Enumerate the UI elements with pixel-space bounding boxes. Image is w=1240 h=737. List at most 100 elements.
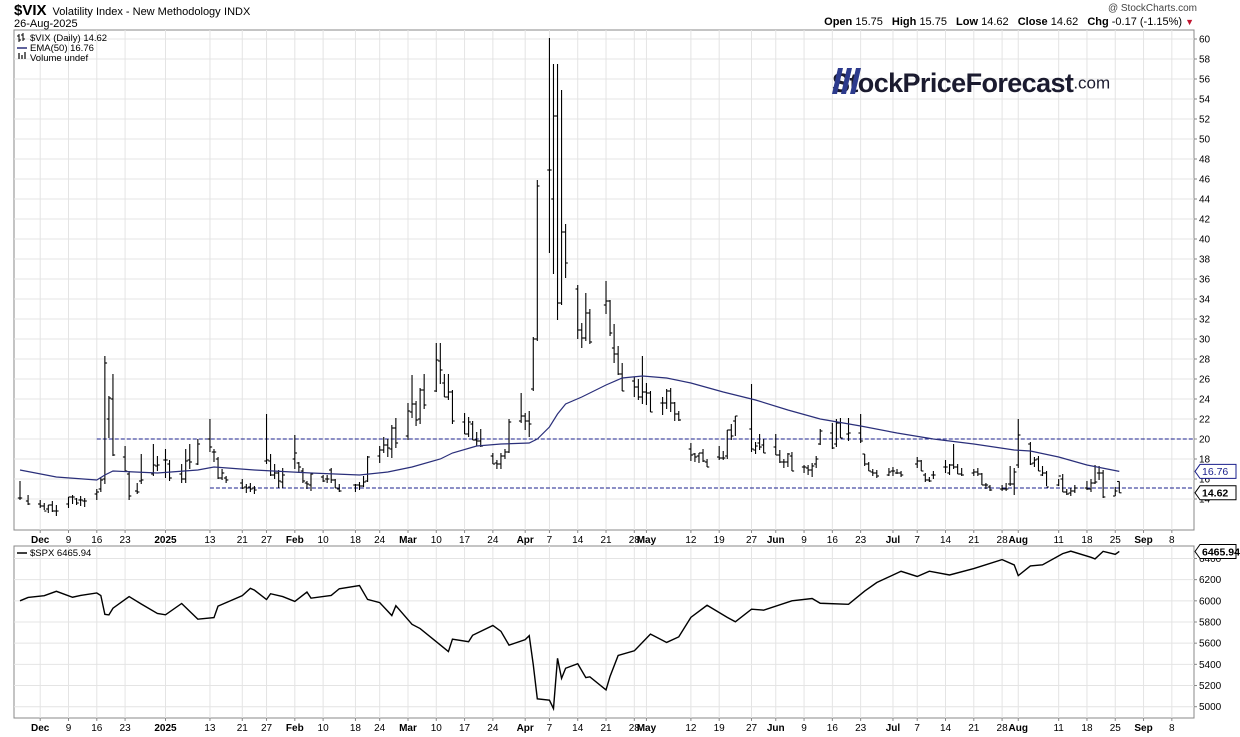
x-tick-label: Apr — [517, 535, 534, 546]
spx-line — [19, 550, 1120, 712]
ohlc-bar — [632, 377, 637, 397]
ohlc-bar — [421, 374, 427, 409]
x-tick-label: 14 — [572, 723, 584, 734]
ohlc-bar — [757, 434, 762, 450]
ohlc-bar — [207, 419, 213, 452]
x-tick-label: 16 — [91, 723, 103, 734]
ohlc-bar — [987, 485, 993, 491]
x-tick-label: 8 — [1169, 723, 1175, 734]
ohlc-bar — [607, 300, 613, 336]
x-tick-label: 11 — [1053, 723, 1064, 734]
ohlc-bar — [761, 439, 766, 454]
ohlc-bar — [636, 379, 641, 400]
y-tick-label: 32 — [1199, 315, 1211, 326]
ohlc-bar — [753, 442, 758, 454]
x-tick-label: 28 — [997, 723, 1009, 734]
x-tick-label: 7 — [547, 535, 553, 546]
x-tick-label: May — [637, 535, 657, 546]
ohlc-bar — [846, 418, 851, 441]
logo-domain: .com — [1073, 73, 1111, 93]
ohlc-bar — [357, 482, 362, 490]
x-tick-label: 8 — [1169, 535, 1175, 546]
ohlc-bar — [438, 343, 443, 384]
ohlc-bar — [894, 469, 900, 474]
down-triangle-icon: ▼ — [1185, 17, 1194, 27]
ohlc-bar — [320, 475, 326, 482]
y-tick-label: 60 — [1199, 35, 1211, 46]
change-value: -0.17 (-1.15%) — [1111, 16, 1183, 28]
x-tick-label: 24 — [487, 723, 499, 734]
ohlc-bar — [959, 468, 964, 476]
ohlc-bar — [1113, 487, 1118, 497]
ohlc-bar — [17, 481, 23, 500]
ohlc-bar — [25, 495, 31, 505]
ohlc-bar — [300, 468, 306, 483]
ohlc-bar — [470, 421, 475, 441]
ohlc-bar — [46, 504, 51, 513]
x-tick-label: 12 — [685, 723, 697, 734]
ohlc-bar — [268, 454, 273, 476]
ohlc-bar — [167, 460, 172, 481]
ohlc-bar — [276, 470, 281, 488]
ema-value-marker: 16.76 — [1194, 463, 1237, 479]
ohlc-bar — [931, 471, 936, 479]
ohlc-bar — [211, 449, 217, 462]
ohlc-bar — [785, 453, 791, 467]
y-tick-label: 5400 — [1199, 660, 1222, 671]
ohlc-bar — [462, 413, 467, 435]
ohlc-bar — [304, 481, 310, 489]
x-tick-label: 7 — [547, 723, 553, 734]
open-label: Open — [824, 16, 853, 28]
ohlc-bar — [700, 449, 706, 462]
ohlc-bar — [98, 478, 104, 492]
ohlc-bar — [377, 446, 382, 463]
x-tick-label: 10 — [318, 535, 330, 546]
ohlc-bar — [563, 224, 568, 278]
y-tick-label: 24 — [1199, 395, 1211, 406]
x-tick-label: 24 — [374, 723, 386, 734]
ohlc-bar — [1084, 481, 1090, 490]
ohlc-bar — [688, 443, 694, 461]
legend-volume: Volume undef — [30, 53, 88, 64]
x-tick-label: Apr — [517, 723, 534, 734]
y-tick-label: 6000 — [1199, 596, 1222, 607]
spx-legend: $SPX 6465.94 — [17, 548, 91, 559]
y-tick-label: 5000 — [1199, 702, 1222, 713]
x-tick-label: Dec — [31, 723, 50, 734]
ohlc-bar — [729, 424, 734, 440]
ohlc-bar — [179, 464, 184, 483]
ohlc-bar — [886, 468, 892, 476]
ohlc-bar — [955, 464, 960, 475]
ohlc-bar — [1007, 466, 1013, 486]
x-tick-label: Feb — [286, 535, 304, 546]
x-tick-label: 10 — [318, 723, 330, 734]
spx-value-marker: 6465.94 — [1194, 543, 1240, 559]
ohlc-bar — [106, 396, 112, 438]
ohlc-bar — [535, 180, 540, 341]
ohlc-bar — [983, 483, 989, 489]
ohlc-bars — [17, 38, 1122, 516]
x-tick-label: 25 — [1110, 723, 1122, 734]
x-tick-label: 18 — [1081, 723, 1093, 734]
ohlc-bar — [749, 384, 754, 452]
ohlc-bar — [619, 363, 625, 392]
ohlc-bar — [1060, 474, 1065, 493]
ohlc-bar — [773, 434, 778, 456]
ohlc-bar — [248, 483, 253, 492]
ohlc-bar — [1044, 471, 1049, 488]
x-tick-label: Jun — [767, 723, 785, 734]
ohlc-bar — [292, 435, 298, 469]
x-tick-label: Mar — [399, 723, 417, 734]
ohlc-bar — [927, 477, 932, 482]
change-label: Chg — [1087, 16, 1109, 28]
ohlc-bar — [219, 469, 225, 480]
ohlc-bar — [547, 38, 552, 253]
x-tick-label: 11 — [1053, 535, 1064, 546]
x-tick-label: 13 — [204, 723, 216, 734]
ohlc-bar — [874, 470, 880, 478]
x-tick-label: Sep — [1134, 723, 1152, 734]
x-tick-label: Aug — [1009, 535, 1028, 546]
ohlc-bar — [126, 471, 132, 500]
index-name: Volatility Index - New Methodology — [52, 6, 221, 18]
